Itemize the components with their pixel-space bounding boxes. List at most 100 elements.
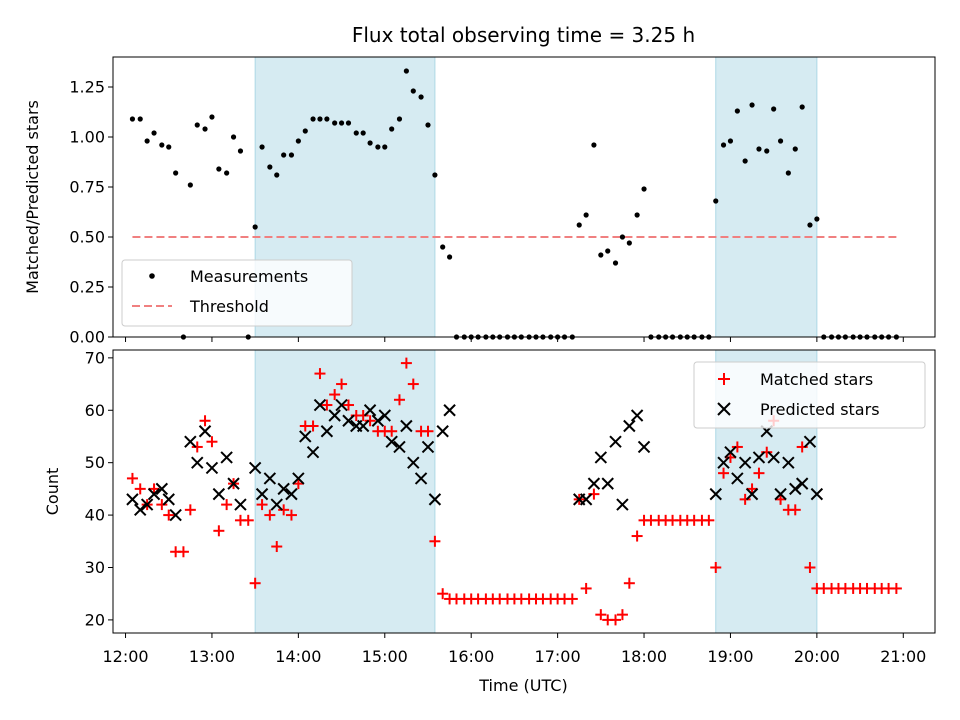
measurement-point [713,198,719,204]
matched-star-point [407,378,419,390]
predicted-star-point [126,493,139,506]
measurement-point [216,166,222,172]
measurement-point [720,142,727,148]
x-tick-label: 19:00 [707,647,753,666]
matched-star-point [285,509,297,521]
matched-star-point [437,588,449,600]
measurement-point [749,102,755,108]
measurement-point [785,170,791,176]
predicted-star-point [320,425,334,438]
predicted-star-point [810,487,824,501]
predicted-star-point [630,409,644,422]
matched-star-point [775,493,787,505]
predicted-star-point [162,493,175,506]
predicted-star-point [342,414,355,427]
matched-star-point [364,415,376,427]
predicted-star-point [400,419,413,433]
predicted-star-point [292,472,305,485]
legend-label-matched: Matched stars [760,370,873,389]
bottom-y-tick-label: 20 [85,610,105,629]
measurement-point [194,122,200,128]
predicted-star-point [789,482,802,496]
measurement-point [281,152,287,158]
x-tick-label: 12:00 [102,647,148,666]
predicted-star-point [299,430,312,443]
measurement-point [310,116,316,122]
predicted-star-point [428,493,442,506]
x-tick-label: 18:00 [621,647,667,666]
predicted-star-point [270,498,283,511]
matched-star-point [242,514,254,526]
matched-star-point [177,546,189,558]
measurement-point [605,248,611,254]
x-tick-label: 13:00 [189,647,235,666]
measurement-point [129,116,136,122]
matched-star-point [271,541,283,553]
matched-star-point [724,451,736,463]
matched-star-point [610,614,622,626]
measurement-point [591,142,597,148]
x-tick-label: 21:00 [880,647,926,666]
measurement-point [224,170,230,176]
measurement-point [807,222,813,228]
predicted-star-point [169,508,182,522]
measurement-point [137,116,143,122]
predicted-star-point [407,456,420,469]
legend-label-predicted: Predicted stars [760,400,880,419]
measurement-point [576,222,582,228]
matched-star-point [278,504,290,516]
measurement-point [626,240,632,246]
bottom-y-tick-label: 30 [85,558,105,577]
measurement-point [338,120,345,126]
measurement-point [799,104,805,110]
bottom-y-tick-label: 60 [85,401,105,420]
matched-star-point [148,483,160,495]
top-y-tick-label: 0.25 [69,278,105,297]
predicted-star-point [421,440,435,454]
predicted-star-point [436,425,449,438]
legend-label-measurements: Measurements [190,267,308,286]
top-y-axis-label: Matched/Predicted stars [23,100,42,294]
predicted-star-point [745,487,759,501]
bottom-y-tick-label: 70 [85,348,105,367]
matched-star-point [746,483,758,495]
measurement-point [144,138,150,144]
measurement-point [237,148,244,154]
matched-star-point [314,368,326,380]
top-y-tick-label: 0.75 [69,178,105,197]
measurement-point [389,126,395,132]
measurement-point [432,172,438,178]
predicted-star-point [220,451,233,464]
predicted-star-point [803,435,817,448]
matched-star-point [134,483,146,495]
matched-star-point [789,504,801,516]
predicted-star-point [774,487,787,501]
measurement-point [345,120,352,126]
predicted-star-point [443,404,456,417]
predicted-star-point [594,451,608,464]
top-y-tick-label: 0.50 [69,228,105,247]
measurement-point [619,234,626,240]
measurement-point [446,254,453,260]
predicted-star-point [198,425,212,438]
predicted-star-point [616,498,629,511]
measurement-point [173,170,179,176]
top-y-tick-label: 0.00 [69,328,105,347]
matched-star-point [357,410,369,422]
matched-star-point [321,399,333,411]
predicted-star-point [752,451,766,464]
matched-star-point [616,609,628,621]
measurement-point [764,148,770,154]
predicted-star-point [155,482,169,496]
measurement-point [583,212,589,218]
measurement-point [742,158,748,164]
measurement-point [302,128,308,134]
measurement-point [814,216,820,222]
measurement-point [317,116,323,122]
predicted-star-point [795,477,809,490]
predicted-star-point [313,398,327,412]
predicted-star-point [328,409,341,422]
top-panel: 0.00 0.25 0.50 0.75 1.00 1.25 Matched/Predict… [23,56,936,347]
predicted-star-point [134,503,147,517]
measurement-point [259,144,265,150]
